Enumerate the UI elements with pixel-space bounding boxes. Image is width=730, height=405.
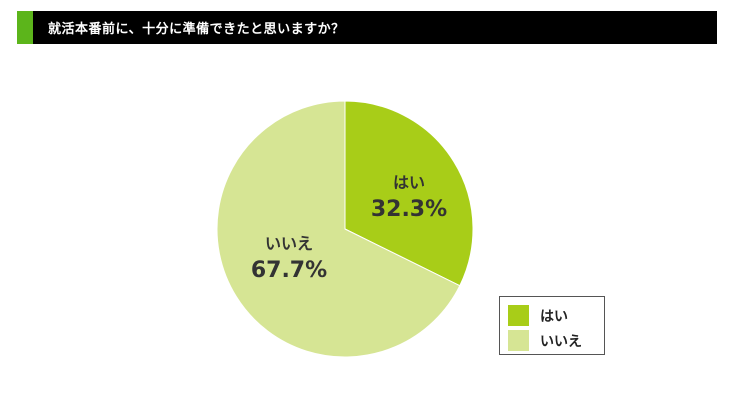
legend-item-yes: はい	[508, 305, 568, 326]
chart-legend: はい いいえ	[499, 296, 605, 355]
legend-swatch-no	[508, 330, 529, 351]
legend-label-no: いいえ	[540, 333, 582, 350]
slice-value-label-0: 32.3%	[371, 197, 447, 222]
chart-title-bar: 就活本番前に、十分に準備できたと思いますか？	[17, 11, 717, 44]
legend-swatch-yes	[508, 305, 529, 326]
chart-title: 就活本番前に、十分に準備できたと思いますか？	[48, 22, 345, 37]
slice-label-0: はい	[393, 173, 425, 192]
title-accent-bar	[17, 11, 33, 44]
slice-label-1: いいえ	[265, 234, 313, 253]
legend-item-no: いいえ	[508, 330, 582, 351]
slice-value-label-1: 67.7%	[251, 258, 327, 283]
legend-label-yes: はい	[540, 308, 568, 325]
pie-slice-0	[344, 100, 474, 287]
pie-slice-1	[216, 100, 461, 358]
